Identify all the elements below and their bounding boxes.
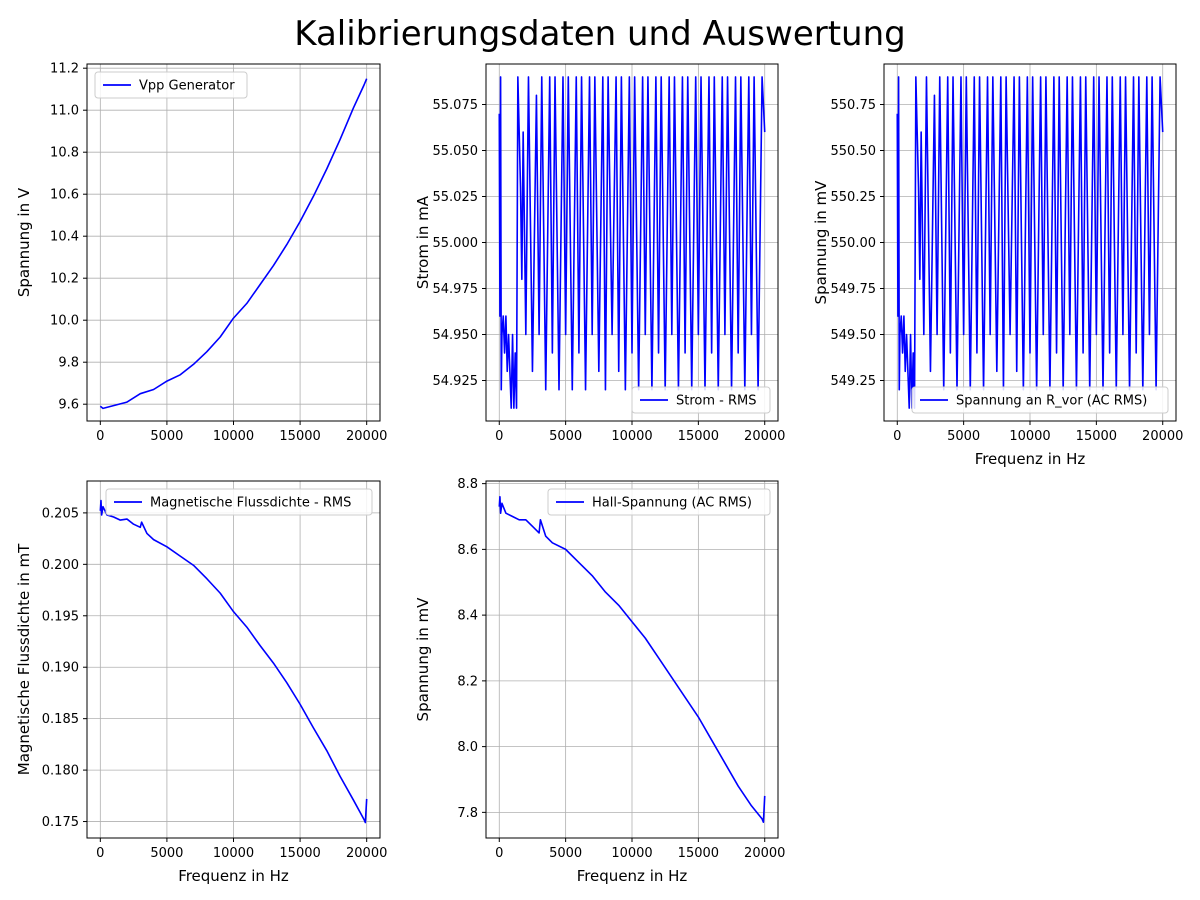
- legend-label: Strom - RMS: [676, 394, 756, 409]
- legend-label: Hall-Spannung (AC RMS): [592, 496, 752, 511]
- legend-box: [911, 386, 1169, 414]
- y-tick-label: 549.25: [831, 374, 877, 389]
- x-tick-label: 10000: [1009, 429, 1050, 444]
- x-tick-label: 0: [495, 846, 503, 861]
- legend: Spannung an R_vor (AC RMS): [911, 386, 1169, 414]
- y-tick-label: 10.8: [50, 146, 79, 161]
- y-tick-label: 0.205: [42, 506, 79, 521]
- x-tick-label: 10000: [611, 846, 652, 861]
- x-axis-label: Frequenz in Hz: [178, 867, 289, 885]
- x-tick-label: 10000: [611, 429, 652, 444]
- y-tick-label: 54.950: [433, 328, 479, 343]
- x-tick-label: 20000: [346, 429, 387, 444]
- y-tick-label: 8.6: [457, 543, 478, 558]
- y-tick-label: 54.925: [433, 374, 479, 389]
- x-tick-label: 0: [96, 429, 104, 444]
- y-tick-label: 55.075: [433, 98, 479, 113]
- y-tick-label: 0.190: [42, 661, 79, 676]
- y-axis-label: Spannung in V: [15, 187, 33, 297]
- series-line: [896, 76, 1164, 409]
- y-tick-label: 550.00: [831, 236, 877, 251]
- y-tick-label: 550.75: [831, 98, 877, 113]
- y-tick-label: 55.050: [433, 144, 479, 159]
- series-line: [498, 76, 766, 409]
- x-axis-label: Frequenz in Hz: [975, 450, 1086, 468]
- y-tick-label: 550.50: [831, 144, 877, 159]
- legend-label: Spannung an R_vor (AC RMS): [956, 394, 1147, 409]
- y-tick-label: 54.975: [433, 282, 479, 297]
- y-tick-label: 8.4: [457, 609, 478, 624]
- x-tick-label: 0: [495, 429, 503, 444]
- legend-box: [94, 71, 248, 99]
- subplot-hall-spannung: 0 5000 10000 15000 20000 7.8 8.0 8.2 8.4 8.6 8.8 Fr…: [414, 477, 785, 885]
- y-tick-label: 10.6: [50, 188, 79, 203]
- x-tick-label: 20000: [744, 429, 785, 444]
- legend-label: Vpp Generator: [139, 79, 235, 94]
- series-line: [99, 78, 368, 410]
- x-tick-label: 10000: [213, 429, 254, 444]
- x-tick-label: 15000: [678, 429, 719, 444]
- legend-box: [105, 488, 373, 516]
- x-tick-label: 0: [893, 429, 901, 444]
- y-tick-label: 0.180: [42, 764, 79, 779]
- y-tick-label: 549.50: [831, 328, 877, 343]
- y-tick-label: 0.185: [42, 712, 79, 727]
- legend: Magnetische Flussdichte - RMS: [105, 488, 373, 516]
- y-tick-label: 9.8: [58, 356, 79, 371]
- y-tick-label: 9.6: [58, 398, 79, 413]
- x-tick-label: 5000: [150, 429, 183, 444]
- y-tick-label: 7.8: [457, 806, 478, 821]
- y-tick-label: 0.175: [42, 815, 79, 830]
- legend: Hall-Spannung (AC RMS): [547, 488, 771, 516]
- x-tick-label: 10000: [213, 846, 254, 861]
- x-tick-label: 15000: [279, 846, 320, 861]
- legend-box: [631, 386, 771, 414]
- legend: Vpp Generator: [94, 71, 248, 99]
- y-axis-label: Spannung in mV: [414, 597, 432, 722]
- x-tick-label: 5000: [150, 846, 183, 861]
- y-tick-label: 8.8: [457, 477, 478, 492]
- x-tick-label: 5000: [549, 846, 582, 861]
- y-tick-label: 8.2: [457, 674, 478, 689]
- y-tick-label: 8.0: [457, 740, 478, 755]
- y-tick-label: 10.2: [50, 272, 79, 287]
- y-axis-label: Spannung in mV: [812, 180, 830, 305]
- x-tick-label: 5000: [549, 429, 582, 444]
- x-tick-label: 20000: [744, 846, 785, 861]
- subplot-spannung-r-vor: 0 5000 10000 15000 20000 549.25 549.50 549.75 55…: [812, 63, 1183, 468]
- figure-title: Kalibrierungsdaten und Auswertung: [294, 14, 905, 54]
- x-tick-label: 0: [96, 846, 104, 861]
- legend: Strom - RMS: [631, 386, 771, 414]
- series-line: [498, 495, 766, 824]
- y-tick-label: 55.000: [433, 236, 479, 251]
- y-tick-label: 55.025: [433, 190, 479, 205]
- x-tick-label: 20000: [346, 846, 387, 861]
- y-tick-label: 550.25: [831, 190, 877, 205]
- y-tick-label: 549.75: [831, 282, 877, 297]
- y-tick-label: 10.4: [50, 230, 79, 245]
- legend-box: [547, 488, 771, 516]
- x-tick-label: 5000: [947, 429, 980, 444]
- x-tick-label: 15000: [279, 429, 320, 444]
- y-axis-label: Strom in mA: [414, 195, 432, 289]
- x-tick-label: 15000: [1076, 429, 1117, 444]
- y-tick-label: 10.0: [50, 314, 79, 329]
- x-axis-label: Frequenz in Hz: [577, 867, 688, 885]
- subplot-strom-rms: 0 5000 10000 15000 20000 54.925 54.950 54.975 55…: [414, 63, 785, 444]
- y-tick-label: 0.195: [42, 609, 79, 624]
- x-tick-label: 20000: [1142, 429, 1183, 444]
- x-tick-label: 15000: [678, 846, 719, 861]
- y-tick-label: 11.0: [50, 104, 79, 119]
- legend-label: Magnetische Flussdichte - RMS: [150, 496, 351, 511]
- subplot-vpp-generator: 0 5000 10000 15000 20000 9.6 9.8 10.0 10.2 10.4 10…: [15, 62, 387, 444]
- subplot-magnetische-flussdichte: 0 5000 10000 15000 20000 0.175 0.180 0.185 0.190…: [15, 480, 387, 885]
- y-tick-label: 11.2: [50, 62, 79, 77]
- y-tick-label: 0.200: [42, 558, 79, 573]
- y-axis-label: Magnetische Flussdichte in mT: [15, 543, 33, 775]
- series-line: [99, 499, 368, 824]
